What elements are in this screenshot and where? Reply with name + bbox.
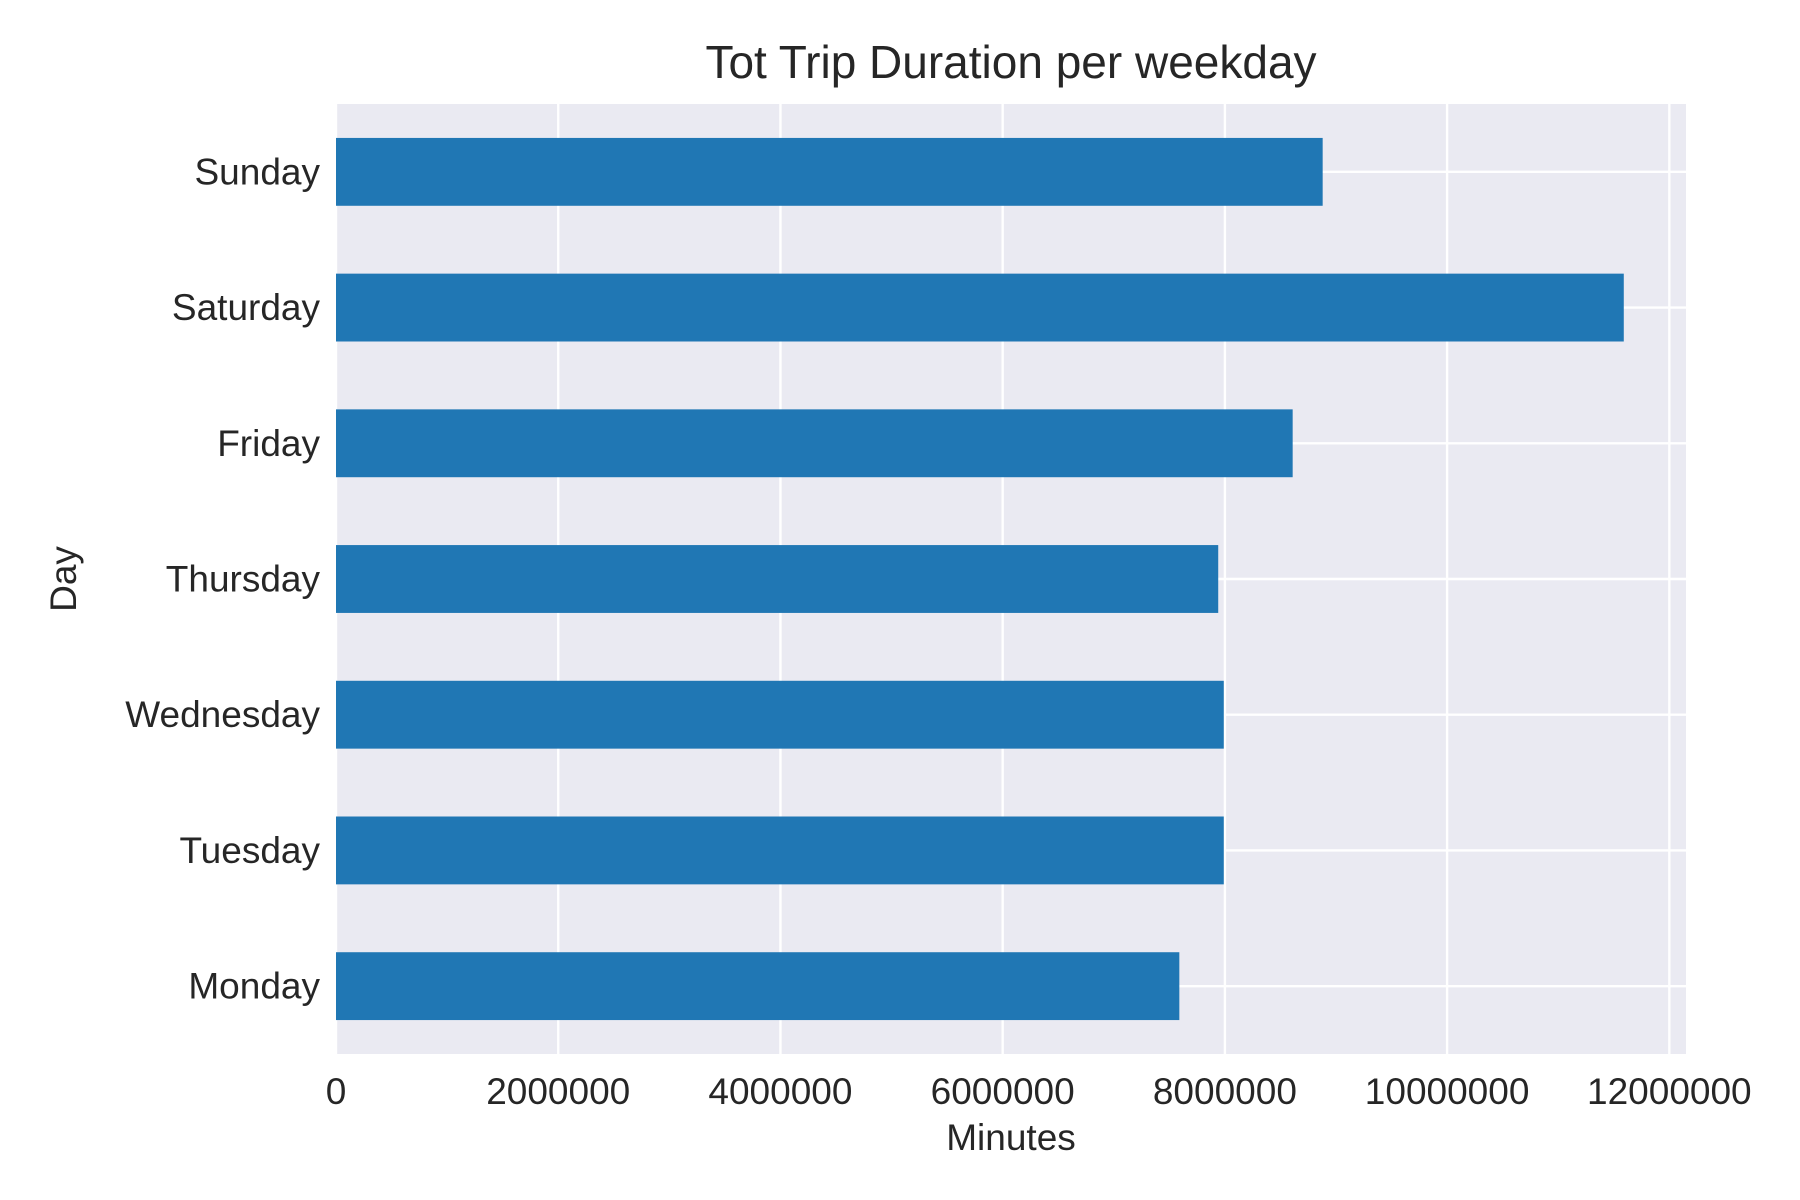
bar-monday: [336, 952, 1180, 1021]
y-axis-title: Day: [43, 546, 84, 612]
y-tick-label: Friday: [217, 423, 320, 464]
x-tick-label: 10000000: [1365, 1071, 1530, 1112]
bar-wednesday: [336, 680, 1224, 749]
x-tick-label: 2000000: [486, 1071, 630, 1112]
bar-sunday: [336, 137, 1323, 206]
bars: [336, 137, 1624, 1021]
bar-tuesday: [336, 816, 1224, 885]
y-tick-labels: Sunday Saturday Friday Thursday Wednesday Tue…: [125, 151, 320, 1006]
chart-title: Tot Trip Duration per weekday: [705, 36, 1316, 88]
x-tick-label: 12000000: [1587, 1071, 1752, 1112]
y-tick-label: Monday: [188, 966, 320, 1007]
x-tick-labels: 0 2000000 4000000 6000000 8000000 10000000 120…: [326, 1071, 1752, 1112]
y-tick-label: Tuesday: [179, 830, 320, 871]
x-tick-label: 6000000: [931, 1071, 1075, 1112]
y-tick-label: Sunday: [195, 151, 321, 192]
bar-saturday: [336, 273, 1624, 342]
bar-thursday: [336, 545, 1219, 613]
x-tick-label: 8000000: [1153, 1071, 1297, 1112]
bar-friday: [336, 409, 1293, 478]
y-tick-label: Thursday: [166, 559, 321, 600]
x-axis-title: Minutes: [946, 1117, 1076, 1158]
x-tick-label: 4000000: [708, 1071, 852, 1112]
y-tick-label: Wednesday: [125, 694, 320, 735]
y-tick-label: Saturday: [172, 287, 321, 328]
x-tick-label: 0: [326, 1071, 347, 1112]
